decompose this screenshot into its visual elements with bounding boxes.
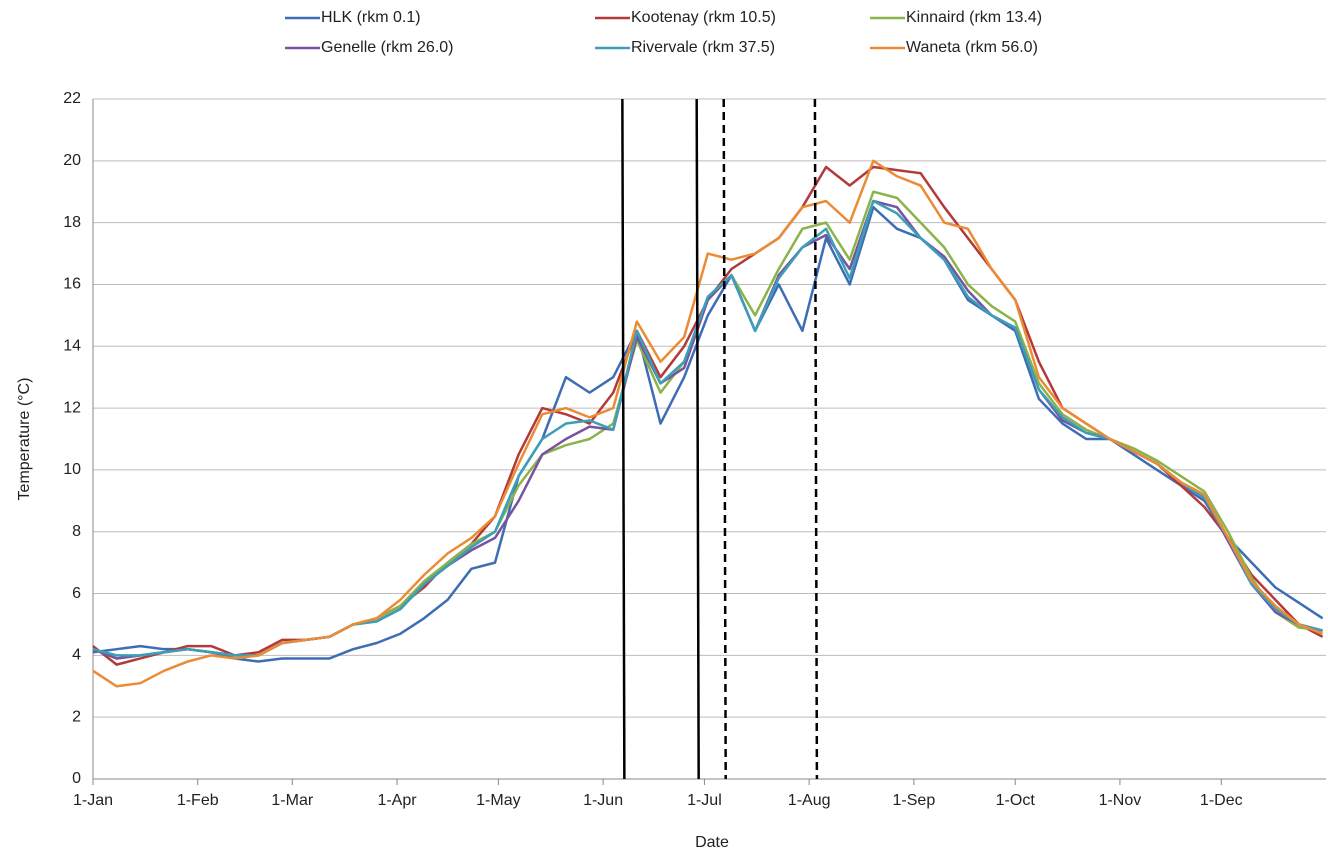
y-tick-label: 0 <box>72 770 81 787</box>
y-tick-label: 18 <box>63 214 81 231</box>
x-tick-label: 1-Jun <box>583 792 623 809</box>
y-tick-label: 4 <box>72 647 81 664</box>
x-tick-label: 1-Aug <box>788 792 831 809</box>
y-tick-label: 22 <box>63 90 81 107</box>
x-tick-label: 1-Feb <box>177 792 219 809</box>
x-tick-label: 1-Nov <box>1099 792 1142 809</box>
y-tick-label: 6 <box>72 585 81 602</box>
x-tick-label: 1-Apr <box>377 792 417 809</box>
x-tick-label: 1-Oct <box>996 792 1036 809</box>
reference-line <box>813 98 819 780</box>
legend-label: Kootenay (rkm 10.5) <box>631 9 776 26</box>
y-axis-label: Temperature (°C) <box>16 378 33 501</box>
legend-label: HLK (rkm 0.1) <box>321 9 421 26</box>
series-line <box>92 190 1323 660</box>
y-tick-label: 16 <box>63 276 81 293</box>
reference-line <box>621 98 626 780</box>
x-tick-label: 1-Jan <box>73 792 113 809</box>
x-tick-label: 1-May <box>476 792 520 809</box>
legend-label: Rivervale (rkm 37.5) <box>631 39 775 56</box>
legend-label: Waneta (rkm 56.0) <box>906 39 1038 56</box>
series-line <box>92 199 1323 657</box>
x-axis-label: Date <box>695 834 729 851</box>
x-tick-label: 1-Jul <box>687 792 722 809</box>
reference-line <box>695 98 700 780</box>
legend-label: Kinnaird (rkm 13.4) <box>906 9 1042 26</box>
reference-line <box>722 98 727 780</box>
legend-label: Genelle (rkm 26.0) <box>321 39 454 56</box>
y-tick-label: 14 <box>63 337 81 354</box>
y-tick-label: 12 <box>63 399 81 416</box>
series-line <box>92 199 1323 660</box>
y-tick-label: 20 <box>63 152 81 169</box>
x-tick-label: 1-Sep <box>893 792 936 809</box>
y-tick-label: 8 <box>72 523 81 540</box>
x-tick-label: 1-Mar <box>271 792 313 809</box>
y-tick-label: 2 <box>72 708 81 725</box>
x-tick-label: 1-Dec <box>1200 792 1243 809</box>
series-line <box>92 165 1324 666</box>
series-line <box>92 159 1324 688</box>
y-tick-label: 10 <box>63 461 81 478</box>
